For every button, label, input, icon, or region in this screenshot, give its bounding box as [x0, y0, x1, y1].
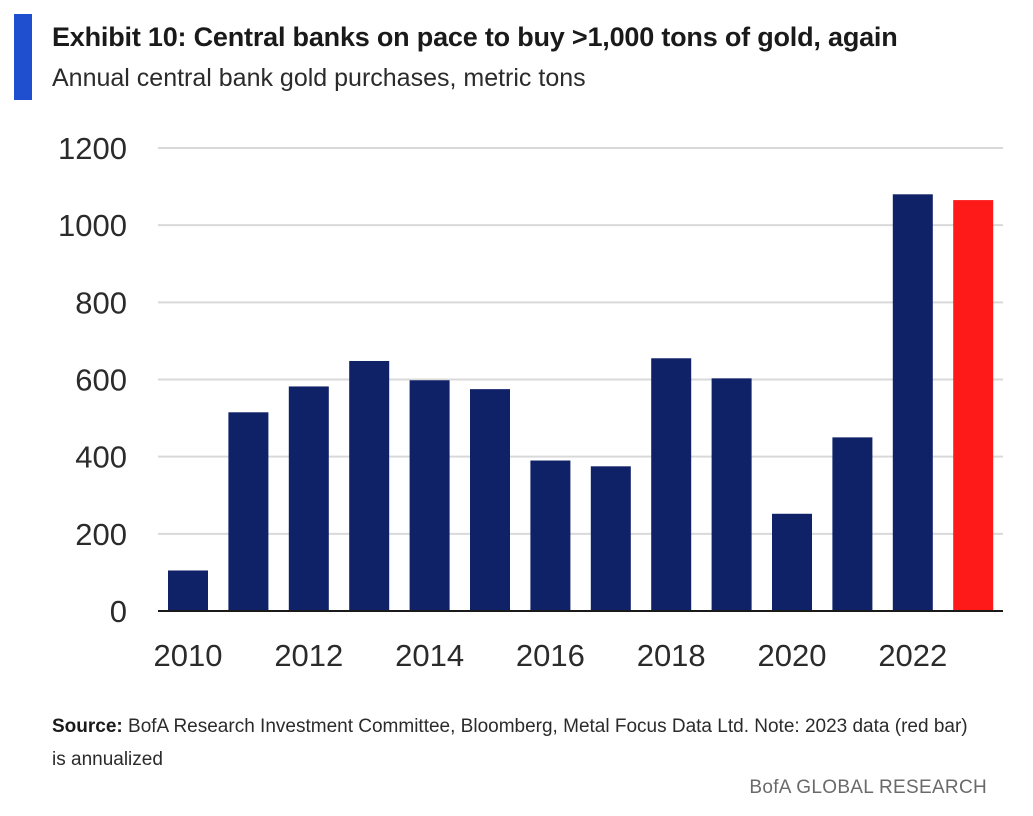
- bar: [772, 513, 812, 611]
- bar-highlight: [953, 200, 994, 611]
- source-note: Source: BofA Research Investment Committ…: [52, 710, 972, 776]
- bars: [168, 194, 994, 612]
- x-tick-label: 2016: [516, 638, 585, 673]
- source-text: BofA Research Investment Committee, Bloo…: [52, 716, 968, 770]
- y-axis-ticks: 0 200 400 600 800 1000 1200: [58, 131, 127, 629]
- y-tick-label: 400: [75, 440, 127, 475]
- bar: [590, 466, 631, 611]
- bar: [168, 570, 208, 611]
- x-tick-label: 2014: [395, 638, 464, 673]
- bar: [651, 358, 692, 611]
- chart-subtitle: Annual central bank gold purchases, metr…: [52, 64, 586, 92]
- x-tick-label: 2020: [758, 638, 827, 673]
- x-tick-label: 2018: [637, 638, 706, 673]
- title-accent-bar: [14, 14, 32, 100]
- bar: [288, 386, 329, 611]
- y-tick-label: 1200: [58, 131, 127, 166]
- source-label: Source:: [52, 716, 123, 737]
- x-tick-label: 2022: [878, 638, 947, 673]
- bar: [409, 380, 450, 611]
- bar: [349, 360, 390, 611]
- x-tick-label: 2010: [154, 638, 223, 673]
- x-tick-label: 2012: [274, 638, 343, 673]
- grid-lines: [158, 147, 1003, 535]
- y-tick-label: 0: [110, 594, 127, 629]
- y-tick-label: 800: [75, 285, 127, 320]
- x-axis-ticks: 2010 2012 2014 2016 2018 2020 2022: [154, 638, 948, 673]
- y-tick-label: 1000: [58, 208, 127, 243]
- bar: [892, 194, 933, 612]
- bar: [711, 378, 752, 611]
- y-tick-label: 600: [75, 363, 127, 398]
- bar: [832, 437, 873, 611]
- bar: [530, 460, 571, 611]
- chart-title: Exhibit 10: Central banks on pace to buy…: [52, 22, 898, 52]
- brand-footer: BofA GLOBAL RESEARCH: [749, 777, 987, 798]
- y-tick-label: 200: [75, 517, 127, 552]
- bar: [470, 389, 510, 611]
- bar: [228, 412, 269, 611]
